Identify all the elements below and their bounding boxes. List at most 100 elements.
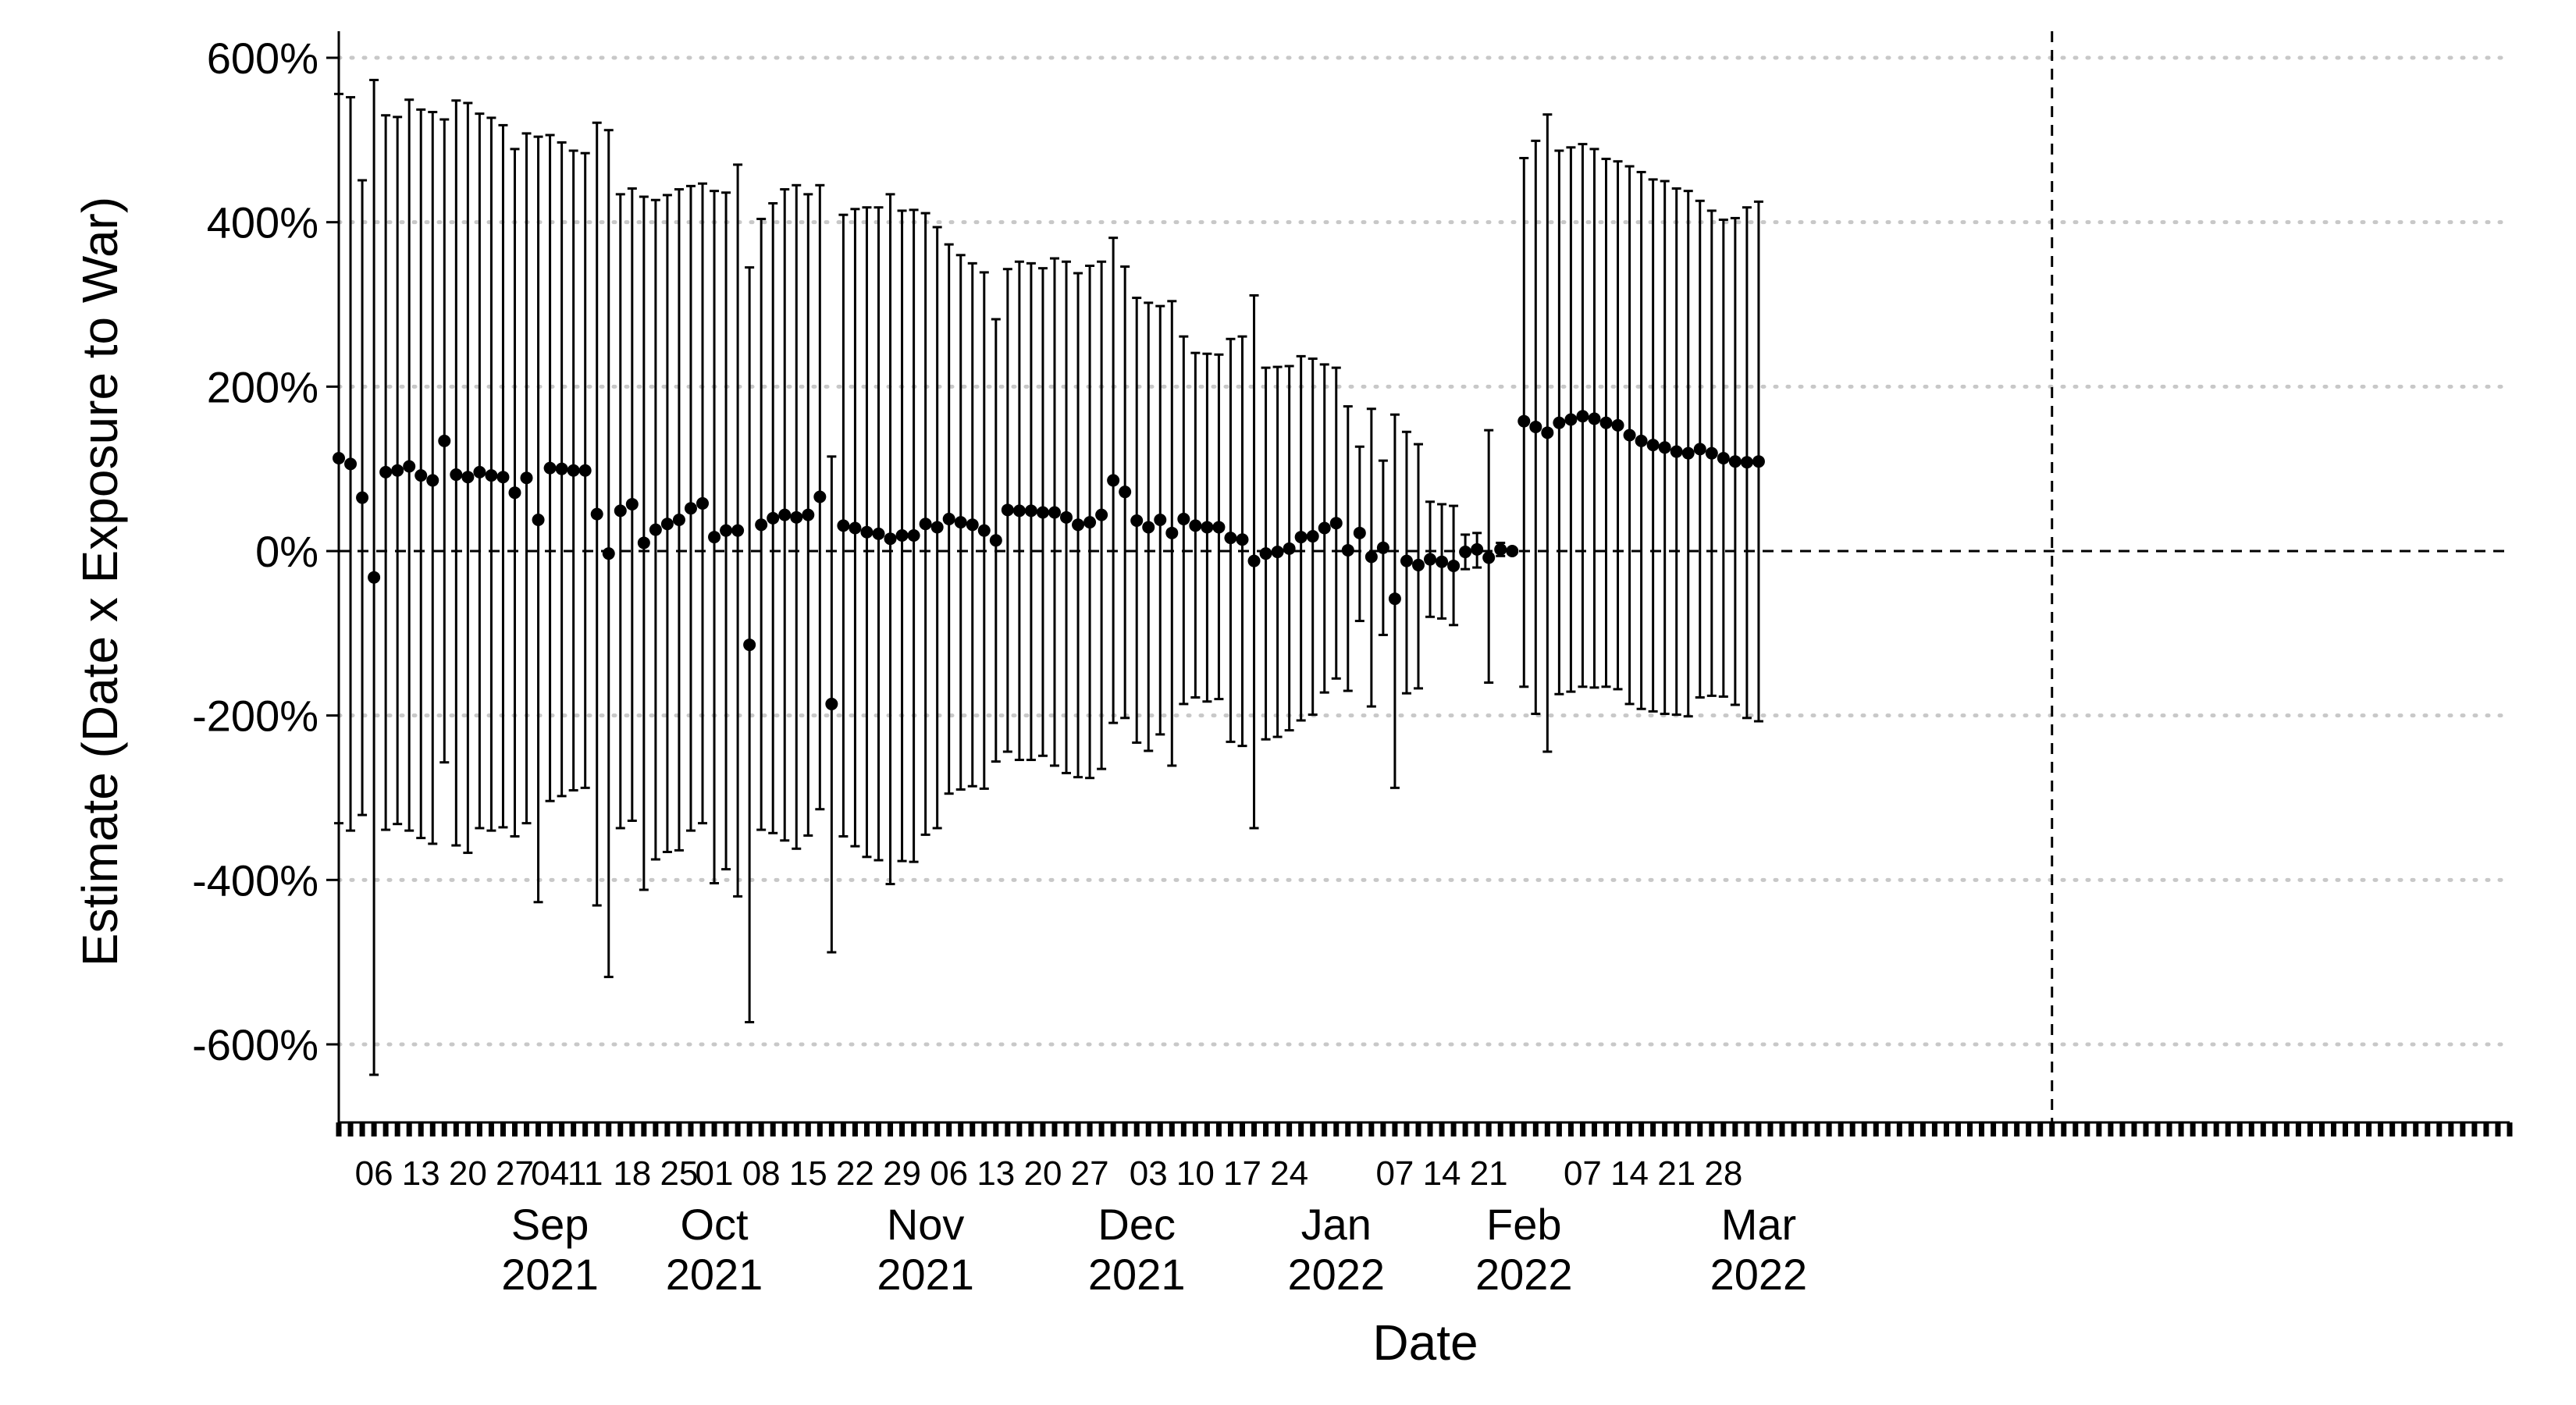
x-day-tick-label: 14 [1610,1154,1649,1193]
y-tick-label: 400% [207,198,318,247]
estimate-point [1119,486,1132,499]
estimate-point [555,462,568,475]
y-tick-label: 600% [207,34,318,83]
x-month-label: Sep [511,1200,589,1249]
estimate-point [1611,418,1624,432]
x-year-label: 2021 [666,1250,763,1299]
estimate-point [590,507,603,521]
estimate-point [708,531,721,544]
estimate-point [1529,420,1542,433]
estimate-point [1717,451,1730,464]
estimate-point [790,510,803,524]
error-bars [334,78,1763,1076]
x-day-tick-label: 15 [789,1154,827,1193]
estimate-point [1411,558,1425,571]
estimate-point [1271,546,1284,559]
estimate-point [368,571,381,584]
estimate-point [1388,592,1401,606]
grid-layer [336,55,2512,1047]
estimate-point [872,527,885,540]
estimate-point [1471,542,1484,556]
estimate-point [520,471,533,485]
x-day-tick-label: 18 [613,1154,651,1193]
x-day-tick-label: 03 [1130,1154,1168,1193]
estimate-point [637,536,650,550]
y-tick-label: -200% [192,692,318,741]
estimate-point [684,502,697,515]
estimate-point [602,547,615,560]
estimate-point [1376,541,1389,554]
estimate-point [743,638,756,652]
estimate-point [1060,510,1073,524]
estimate-point [1635,434,1648,447]
x-month-label: Dec [1098,1200,1176,1249]
estimate-point [1588,412,1601,425]
x-month-label: Jan [1301,1200,1372,1249]
estimate-point [344,457,358,471]
estimate-point [1353,526,1366,539]
estimate-point [485,469,498,482]
estimate-point [720,524,733,537]
x-day-tick-label: 13 [977,1154,1015,1193]
x-day-tick-label: 20 [449,1154,487,1193]
x-day-tick-label: 21 [1470,1154,1508,1193]
estimate-point [755,518,768,532]
estimate-point [1494,542,1507,556]
estimate-point [1201,521,1214,534]
estimate-point [450,468,463,482]
estimate-point [1705,446,1718,460]
estimate-point [1482,551,1496,564]
estimate-point [1306,530,1319,543]
estimate-point [1341,543,1354,557]
x-day-tick-label: 14 [1423,1154,1461,1193]
estimate-point [543,461,557,475]
estimate-point [1165,526,1179,539]
x-day-tick-label: 07 [1375,1154,1414,1193]
estimate-point [802,508,815,521]
estimate-points [333,410,1765,710]
estimate-point [1424,553,1437,566]
x-day-tick-label: 08 [742,1154,781,1193]
estimate-point [438,434,451,447]
estimate-point [1564,413,1578,426]
estimate-point [1541,426,1554,439]
x-day-tick-label: 11 [568,1154,603,1193]
estimate-point [1212,521,1226,534]
x-day-tick-label: 10 [1176,1154,1215,1193]
x-day-tick-label: 28 [1704,1154,1742,1193]
estimate-point [989,534,1002,547]
estimate-point [1670,445,1683,458]
x-month-label: Feb [1486,1200,1562,1249]
tick-labels: -600%-400%-200%0%200%400%600%06 13 20 27041… [192,34,1807,1299]
estimate-point [1283,542,1296,555]
x-month-label: Mar [1721,1200,1796,1249]
x-day-tick-label: 27 [1071,1154,1109,1193]
estimate-point [1646,439,1660,452]
x-year-label: 2021 [1088,1250,1186,1299]
x-day-tick-label: 13 [402,1154,440,1193]
x-year-label: 2022 [1287,1250,1385,1299]
estimate-point [696,496,710,510]
x-year-label: 2022 [1710,1250,1808,1299]
estimate-point [1083,516,1097,529]
x-month-label: Nov [887,1200,965,1249]
estimate-point [849,521,862,535]
estimate-point [1236,533,1249,546]
estimate-point [1728,455,1742,468]
estimate-point [1012,504,1026,518]
estimate-point [1024,504,1037,518]
x-day-tick-label: 01 [696,1154,734,1193]
estimate-point [614,504,627,518]
x-year-label: 2021 [877,1250,974,1299]
estimate-point [1436,555,1449,568]
estimate-point [966,518,979,532]
estimate-point [778,508,792,521]
estimate-point [1447,559,1461,572]
x-day-tick-label: 20 [1023,1154,1062,1193]
estimate-point [660,518,674,531]
estimate-point [1177,512,1190,525]
estimate-point [496,471,510,484]
estimate-point [907,528,920,542]
estimate-point [1364,550,1378,564]
